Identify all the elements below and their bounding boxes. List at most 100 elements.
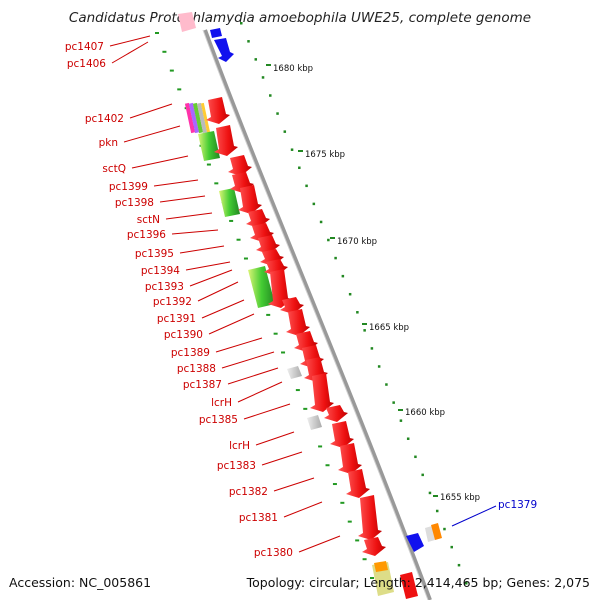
gene-label-20[interactable]: lcrH — [229, 440, 250, 452]
gene-pc1385-grey[interactable] — [307, 415, 322, 430]
gene-label-23[interactable]: pc1381 — [239, 512, 278, 524]
scale-dot — [334, 256, 337, 260]
gene-arrow[interactable] — [310, 373, 334, 412]
scale-tick-mark — [330, 237, 335, 239]
inner-dot — [236, 238, 241, 241]
gene-label-19[interactable]: pc1385 — [199, 414, 238, 426]
inner-dot — [214, 182, 219, 185]
scale-dot — [450, 545, 453, 549]
scale-dot — [363, 329, 366, 332]
label-connector — [111, 41, 149, 64]
inner-dot — [177, 88, 182, 91]
label-connector — [227, 367, 279, 385]
scale-dot — [406, 437, 410, 440]
gene-label-12[interactable]: pc1392 — [153, 296, 192, 308]
gene-arrow[interactable] — [338, 443, 362, 474]
gene-sctQ-green[interactable] — [198, 131, 220, 161]
scale-dot — [399, 419, 403, 422]
gene-arrow[interactable] — [268, 269, 292, 308]
gene-label-9[interactable]: pc1395 — [135, 248, 174, 260]
gene-arrow[interactable] — [346, 469, 370, 498]
gene-pc1379-group[interactable] — [406, 523, 442, 552]
scale-tick-1675: 1675 kbp — [305, 150, 345, 160]
inner-dot — [318, 445, 323, 448]
label-connector-blue — [451, 505, 497, 527]
gene-arrow[interactable] — [330, 421, 354, 448]
inner-dot — [206, 163, 211, 166]
scale-dot — [290, 148, 294, 151]
gene-pkn-multicolor[interactable] — [184, 102, 211, 134]
gene-label-4[interactable]: sctQ — [102, 163, 126, 175]
gene-arrow[interactable] — [324, 405, 348, 422]
label-connector — [185, 261, 231, 271]
gene-label-13[interactable]: pc1391 — [157, 313, 196, 325]
gene-label-22[interactable]: pc1382 — [229, 486, 268, 498]
gene-blue-2[interactable] — [214, 38, 234, 62]
gene-label-24[interactable]: pc1380 — [254, 547, 293, 559]
gene-arrow[interactable] — [206, 97, 230, 124]
label-connector — [298, 535, 341, 553]
gene-arrow[interactable] — [238, 185, 262, 214]
label-connector — [179, 245, 225, 254]
gene-label-8[interactable]: pc1396 — [127, 229, 166, 241]
scale-dot — [428, 491, 432, 495]
gene-label-17[interactable]: pc1387 — [183, 379, 222, 391]
gene-track — [178, 12, 442, 599]
inner-dot — [295, 389, 300, 392]
scale-tick-1665: 1665 kbp — [369, 323, 409, 333]
gene-arrow[interactable] — [362, 537, 386, 556]
gene-sctN-green[interactable] — [219, 188, 240, 217]
gene-pc1388-grey[interactable] — [287, 366, 302, 379]
gene-label-pc1379[interactable]: pc1379 — [498, 499, 537, 511]
gene-label-0[interactable]: pc1407 — [65, 41, 104, 53]
inner-dot — [162, 50, 167, 53]
gene-pc1392-green[interactable] — [248, 266, 275, 308]
gene-label-1[interactable]: pc1406 — [67, 58, 106, 70]
gene-arrow[interactable] — [286, 309, 310, 336]
gene-label-connectors — [109, 35, 497, 553]
scale-tick-1680: 1680 kbp — [273, 64, 313, 74]
gene-blue-1[interactable] — [210, 28, 222, 38]
gene-labels: pc1407 pc1406 pc1402 pkn sctQ pc1399 pc1398 sct… — [65, 41, 537, 559]
label-connector — [159, 195, 206, 203]
gene-arrow[interactable] — [280, 297, 304, 314]
gene-label-2[interactable]: pc1402 — [85, 113, 124, 125]
scale-tick-1660: 1660 kbp — [405, 408, 445, 418]
scale-dot — [341, 274, 345, 278]
gene-label-21[interactable]: pc1383 — [217, 460, 256, 472]
scale-dot — [319, 220, 323, 224]
gene-label-14[interactable]: pc1390 — [164, 329, 203, 341]
gene-label-6[interactable]: pc1398 — [115, 197, 154, 209]
gene-label-15[interactable]: pc1389 — [171, 347, 210, 359]
label-connector — [197, 281, 239, 302]
scale-dot — [298, 166, 301, 170]
scale-dot — [269, 94, 272, 97]
scale-tick-1670: 1670 kbp — [337, 237, 377, 247]
gene-arrow[interactable] — [246, 209, 270, 228]
label-connector — [201, 299, 245, 319]
gene-label-5[interactable]: pc1399 — [109, 181, 148, 193]
scale-tick-1655: 1655 kbp — [440, 493, 480, 503]
gene-label-7[interactable]: sctN — [137, 214, 160, 226]
gene-arrow[interactable] — [256, 235, 280, 254]
gene-label-3[interactable]: pkn — [99, 137, 118, 149]
gene-label-16[interactable]: pc1388 — [177, 363, 216, 375]
gene-arrow[interactable] — [214, 125, 238, 156]
gene-arrow[interactable] — [228, 155, 252, 176]
label-connector — [129, 103, 173, 119]
scale-dot — [457, 563, 461, 567]
inner-dot — [281, 351, 286, 354]
inner-dot — [362, 558, 367, 561]
gene-label-11[interactable]: pc1393 — [145, 281, 184, 293]
gene-top-pink[interactable] — [178, 12, 196, 32]
scale-dot — [276, 112, 279, 115]
gene-label-10[interactable]: pc1394 — [141, 265, 180, 277]
inner-dot — [355, 539, 360, 542]
scale-dot — [254, 58, 258, 61]
scale-dot — [414, 455, 417, 459]
genome-backbone — [203, 29, 432, 600]
gene-arrow[interactable] — [358, 495, 382, 540]
gene-bottom-faded[interactable] — [372, 561, 418, 599]
gene-label-18[interactable]: lcrH — [211, 397, 232, 409]
inner-dot — [229, 219, 234, 222]
